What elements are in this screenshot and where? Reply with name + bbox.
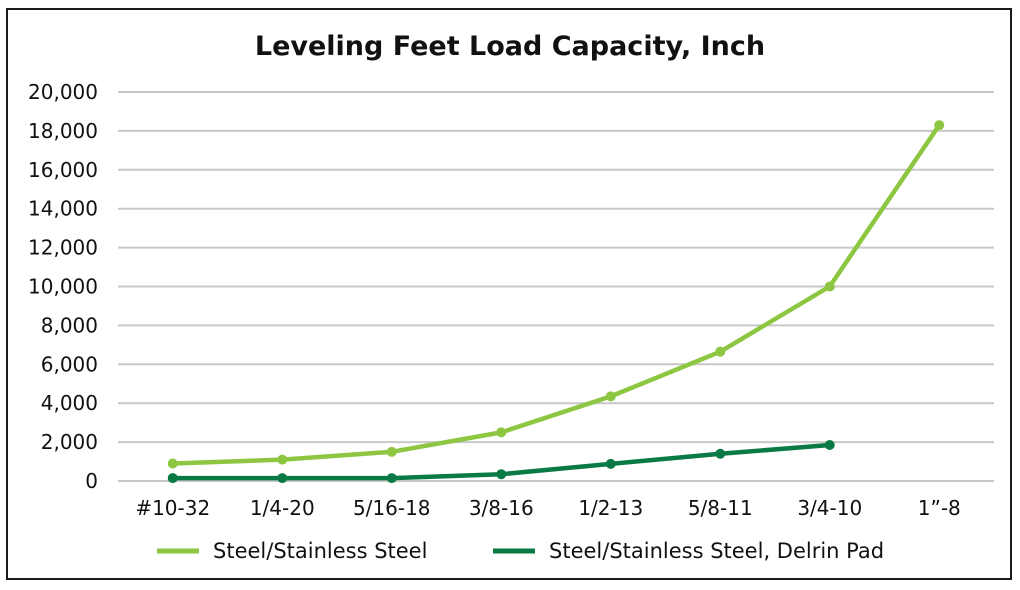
gridlines <box>118 91 994 482</box>
x-tick-label: 1”-8 <box>918 496 961 520</box>
data-point <box>386 446 397 457</box>
chart-title: Leveling Feet Load Capacity, Inch <box>255 31 765 62</box>
data-point <box>496 427 507 438</box>
y-tick-label: 8,000 <box>41 313 98 337</box>
x-tick-label: 3/8-16 <box>469 496 534 520</box>
data-point <box>605 458 616 469</box>
x-tick-label: 5/8-11 <box>688 496 753 520</box>
data-point <box>167 458 178 469</box>
legend-item: Steel/Stainless Steel, Delrin Pad <box>493 539 884 563</box>
y-tick-label: 16,000 <box>28 158 98 182</box>
x-tick-label: 5/16-18 <box>353 496 431 520</box>
data-point <box>277 473 288 484</box>
x-tick-label: 1/2-13 <box>578 496 643 520</box>
y-tick-label: 2,000 <box>41 430 98 454</box>
legend: Steel/Stainless Steel Steel/Stainless Ste… <box>157 539 884 563</box>
data-point <box>167 473 178 484</box>
legend-label: Steel/Stainless Steel, Delrin Pad <box>549 539 884 563</box>
x-tick-label: #10-32 <box>135 496 210 520</box>
data-point <box>605 391 616 402</box>
chart-frame <box>6 8 1012 580</box>
y-tick-label: 18,000 <box>28 119 98 143</box>
series-line <box>170 122 942 466</box>
data-point <box>277 454 288 465</box>
y-tick-label: 6,000 <box>41 352 98 376</box>
series-group <box>167 120 945 484</box>
data-point <box>715 448 726 459</box>
data-point <box>934 120 945 131</box>
y-tick-label: 12,000 <box>28 236 98 260</box>
legend-item: Steel/Stainless Steel <box>157 539 427 563</box>
x-axis-ticks: #10-32 1/4-20 5/16-18 3/8-16 1/2-13 5/8-11 3/4… <box>135 496 960 520</box>
x-tick-label: 3/4-10 <box>797 496 862 520</box>
series-1 <box>167 120 945 469</box>
y-tick-label: 0 <box>85 469 98 493</box>
legend-label: Steel/Stainless Steel <box>213 539 427 563</box>
data-point <box>386 473 397 484</box>
y-tick-label: 20,000 <box>28 80 98 104</box>
y-axis-ticks: 0 2,000 4,000 6,000 8,000 10,000 12,000 14,000 1… <box>28 80 98 493</box>
data-point <box>715 346 726 357</box>
x-tick-label: 1/4-20 <box>250 496 315 520</box>
y-tick-label: 14,000 <box>28 197 98 221</box>
data-point <box>824 281 835 292</box>
data-point <box>496 469 507 480</box>
y-tick-label: 4,000 <box>41 391 98 415</box>
series-2 <box>167 440 835 484</box>
y-tick-label: 10,000 <box>28 275 98 299</box>
data-point <box>824 440 835 451</box>
